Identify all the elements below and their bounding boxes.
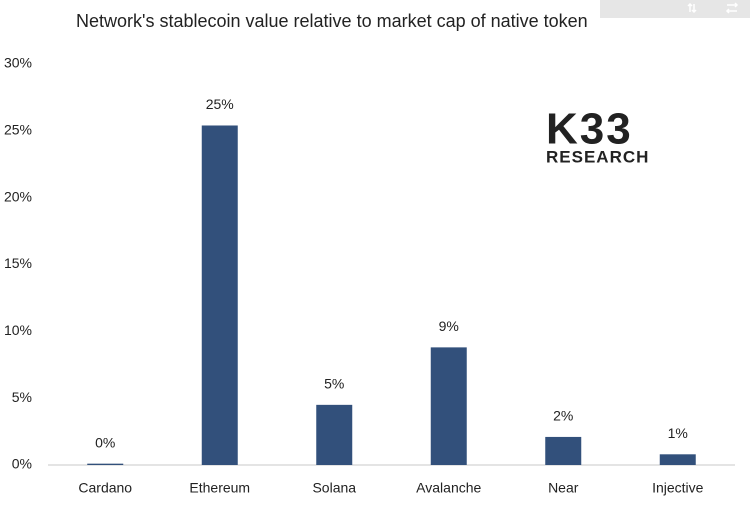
y-tick-label: 0% (12, 456, 32, 472)
value-label: 2% (553, 408, 573, 424)
bar (87, 463, 124, 465)
value-label: 1% (668, 425, 688, 441)
y-tick-label: 15% (4, 255, 32, 271)
value-label: 0% (95, 434, 115, 450)
bar (201, 125, 238, 465)
toolbar (600, 0, 750, 18)
value-label: 5% (324, 376, 344, 392)
y-tick-label: 30% (4, 55, 32, 71)
logo-sub: RESEARCH (546, 147, 649, 166)
y-tick-label: 10% (4, 322, 32, 338)
y-tick-label: 25% (4, 122, 32, 138)
y-tick-label: 20% (4, 188, 32, 204)
x-tick-label: Injective (652, 480, 704, 496)
x-tick-label: Avalanche (416, 480, 481, 496)
x-tick-label: Cardano (78, 480, 132, 496)
x-tick-label: Near (548, 480, 579, 496)
toolbar-icons[interactable] (687, 2, 739, 14)
bar (316, 404, 353, 465)
bar (430, 347, 467, 465)
value-label: 25% (206, 96, 234, 112)
x-tick-label: Ethereum (189, 480, 250, 496)
logo-main: K33 (546, 105, 633, 154)
y-tick-label: 5% (12, 389, 32, 405)
bar (659, 454, 696, 465)
x-tick-label: Solana (312, 480, 356, 496)
chart-title: Network's stablecoin value relative to m… (76, 11, 588, 31)
bar (545, 436, 582, 465)
value-label: 9% (439, 318, 459, 334)
